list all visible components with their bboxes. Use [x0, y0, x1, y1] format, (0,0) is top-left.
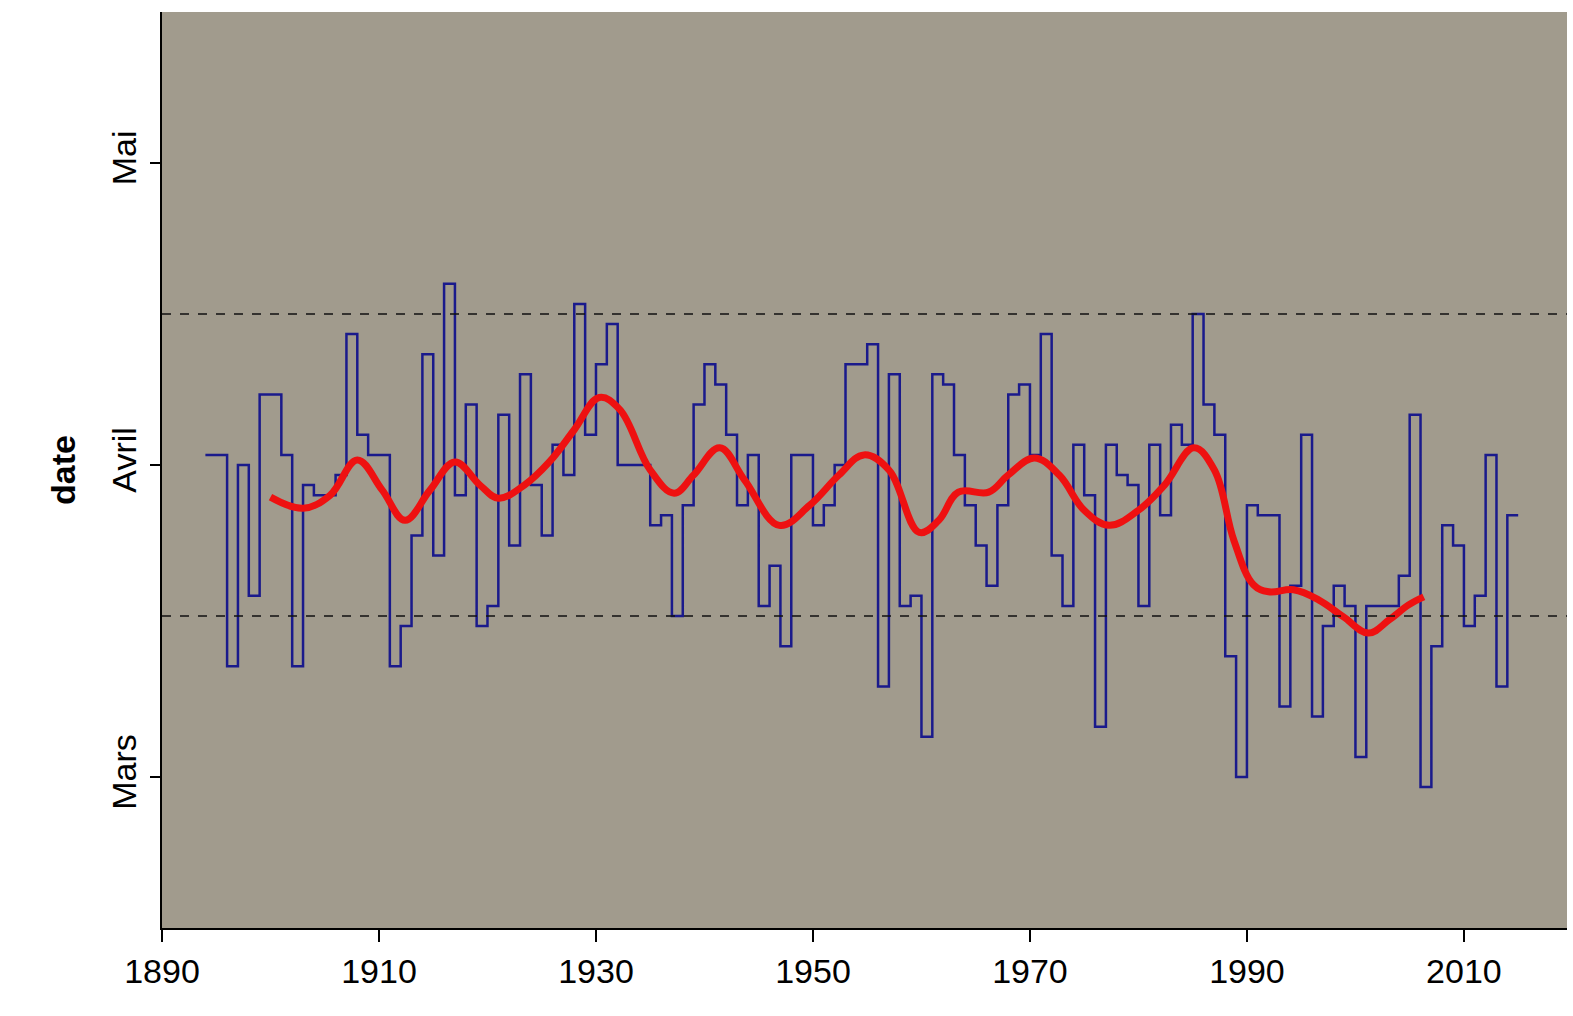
svg-text:1990: 1990 [1209, 952, 1285, 990]
svg-text:Mars: Mars [105, 734, 143, 810]
svg-text:Mai: Mai [105, 130, 143, 185]
svg-text:1950: 1950 [775, 952, 851, 990]
svg-text:date: date [44, 435, 82, 505]
svg-text:Avril: Avril [105, 427, 143, 493]
svg-text:1890: 1890 [124, 952, 200, 990]
svg-text:1930: 1930 [558, 952, 634, 990]
svg-text:1910: 1910 [341, 952, 417, 990]
svg-text:1970: 1970 [992, 952, 1068, 990]
svg-text:2010: 2010 [1426, 952, 1502, 990]
